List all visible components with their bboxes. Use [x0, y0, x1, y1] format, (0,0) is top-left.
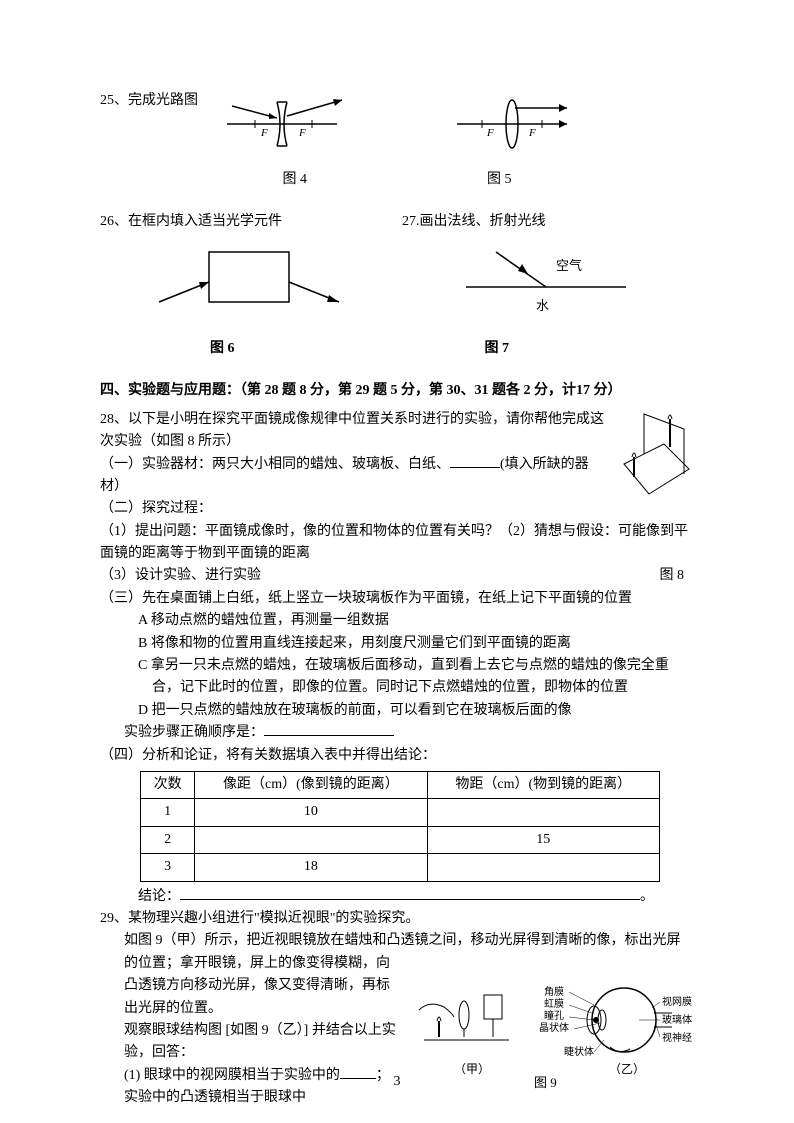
eye-label-nerve: 视神经: [662, 1031, 692, 1044]
fig7-label: 图 7: [485, 338, 510, 360]
q28-data-table: 次数 像距（cm）(像到镜的距离） 物距（cm）(物到镜的距离） 1 10 2 …: [140, 771, 660, 882]
q26-q27-labels: 图 6 图 7: [100, 338, 694, 360]
q28-optA: A 移动点燃的蜡烛位置，再测量一组数据: [114, 610, 694, 632]
water-label: 水: [536, 298, 549, 313]
q28-blank-order[interactable]: [264, 735, 394, 736]
q27-text: 27.画出法线、折射光线: [402, 211, 546, 233]
q28-blank-conclusion[interactable]: [180, 899, 640, 900]
table-header-objdist: 物距（cm）(物到镜的距离）: [427, 771, 659, 798]
figure-6: [149, 242, 349, 330]
table-cell: 3: [141, 854, 195, 881]
q28-conclusion: 结论： 。: [100, 886, 694, 908]
q28-intro: 28、以下是小明在探究平面镜成像规律中位置关系时进行的实验，请你帮他完成这次实验…: [100, 409, 694, 454]
q29-line5a: (1) 眼球中的视网膜相当于实验中的: [124, 1068, 340, 1083]
q28-order-label: 实验步骤正确顺序是：: [124, 725, 264, 740]
table-header-num: 次数: [141, 771, 195, 798]
q28-part1-text: （一）实验器材：两只大小相同的蜡烛、玻璃板、白纸、: [100, 457, 450, 472]
q28-blank-apparatus[interactable]: [450, 467, 500, 468]
eye-label-cornea: 角膜: [544, 986, 564, 998]
q28-order-prompt: 实验步骤正确顺序是：: [100, 722, 694, 744]
eye-label-iris: 虹膜: [544, 998, 564, 1010]
q29-blank1[interactable]: [340, 1078, 376, 1079]
q25-fig-labels: 图 4 图 5: [100, 169, 694, 191]
eye-label-ciliary: 睫状体: [564, 1045, 594, 1058]
focal-label-right: F: [298, 127, 306, 139]
fig-yi-label: （乙）: [609, 1062, 645, 1076]
q28-optC: C 拿另一只未点燃的蜡烛，在玻璃板后面移动，直到看上去它与点燃的蜡烛的像完全重合…: [114, 655, 694, 700]
figure-7: 空气 水: [446, 242, 646, 330]
section4-title: 四、实验题与应用题：（第 28 题 8 分，第 29 题 5 分，第 30、31…: [100, 380, 694, 402]
q26-q27-figures: 空气 水: [100, 242, 694, 330]
focal-label-left-2: F: [486, 127, 494, 139]
table-cell: 18: [195, 854, 427, 881]
focal-label-left: F: [260, 127, 268, 139]
table-cell-blank[interactable]: [427, 854, 659, 881]
conclusion-end: 。: [640, 889, 654, 904]
fig4-label: 图 4: [283, 169, 308, 191]
figure-5: F F: [447, 94, 577, 162]
q28-step3-sub: （三）先在桌面铺上白纸，纸上竖立一块玻璃板作为平面镜，在纸上记下平面镜的位置: [100, 588, 694, 610]
table-cell: 2: [141, 826, 195, 853]
q28-part2: （二）探究过程：: [100, 498, 694, 520]
q28-optB: B 将像和物的位置用直线连接起来，用刻度尺测量它们到平面镜的距离: [114, 633, 694, 655]
eye-label-retina: 视网膜: [662, 995, 692, 1008]
q28-step3: （3）设计实验、进行实验: [100, 565, 694, 587]
table-row: 1 10: [141, 799, 660, 826]
table-header-row: 次数 像距（cm）(像到镜的距离） 物距（cm）(物到镜的距离）: [141, 771, 660, 798]
fig5-label: 图 5: [487, 169, 512, 191]
q29-line2: 如图 9（甲）所示，把近视眼镜放在蜡烛和凸透镜之间，移动光屏得到清晰的像，标出光…: [124, 933, 681, 970]
figure-9: （甲） 角膜 虹膜 瞳孔 晶状体 睫状体 视网膜 玻璃体 视神经 （乙）: [414, 975, 694, 1109]
table-row: 2 15: [141, 826, 660, 853]
q28-optD: D 把一只点燃的蜡烛放在玻璃板的前面，可以看到它在玻璃板后面的像: [114, 700, 694, 722]
air-label: 空气: [556, 258, 582, 273]
eye-label-pupil: 瞳孔: [544, 1009, 564, 1022]
table-cell: 1: [141, 799, 195, 826]
table-cell-blank[interactable]: [195, 826, 427, 853]
fig-jia-label: （甲）: [454, 1062, 490, 1076]
fig8-label: 图 8: [660, 565, 685, 587]
q29-line5: (1) 眼球中的视网膜相当于实验中的；实验中的凸透镜相当于眼球中: [100, 1065, 398, 1110]
q29-line3: 凸透镜方向移动光屏，像又变得清晰，再标出光屏的位置。: [100, 975, 398, 1020]
q26-text: 26、在框内填入适当光学元件: [100, 211, 282, 233]
table-header-imgdist: 像距（cm）(像到镜的距离）: [195, 771, 427, 798]
q28-part1: （一）实验器材：两只大小相同的蜡烛、玻璃板、白纸、(填入所缺的器材）: [100, 454, 694, 499]
figure-8: [614, 409, 694, 517]
q28-part4: （四）分析和论证，将有关数据填入表中并得出结论：: [100, 745, 694, 767]
eye-label-lens: 晶状体: [539, 1021, 569, 1034]
table-row: 3 18: [141, 854, 660, 881]
q28-step1: （1）提出问题：平面镜成像时，像的位置和物体的位置有关吗？（2）猜想与假设：可能…: [100, 521, 694, 566]
table-cell: 10: [195, 799, 427, 826]
fig9-label: 图 9: [534, 1075, 557, 1090]
conclusion-label: 结论：: [138, 889, 180, 904]
figure-4: F F: [217, 94, 347, 162]
focal-label-right-2: F: [528, 127, 536, 139]
q29-line4: 观察眼球结构图 [如图 9（乙）] 并结合以上实验，回答：: [100, 1020, 398, 1065]
table-cell-blank[interactable]: [427, 799, 659, 826]
page-number: 3: [394, 1071, 401, 1093]
q29-line1: 29、某物理兴趣小组进行"模拟近视眼"的实验探究。: [100, 908, 694, 930]
table-cell: 15: [427, 826, 659, 853]
q26-q27-row: 26、在框内填入适当光学元件 27.画出法线、折射光线: [100, 211, 694, 233]
eye-label-vitreous: 玻璃体: [662, 1013, 692, 1026]
q29-line2-wrap: 如图 9（甲）所示，把近视眼镜放在蜡烛和凸透镜之间，移动光屏得到清晰的像，标出光…: [100, 930, 694, 975]
fig6-label: 图 6: [210, 338, 235, 360]
